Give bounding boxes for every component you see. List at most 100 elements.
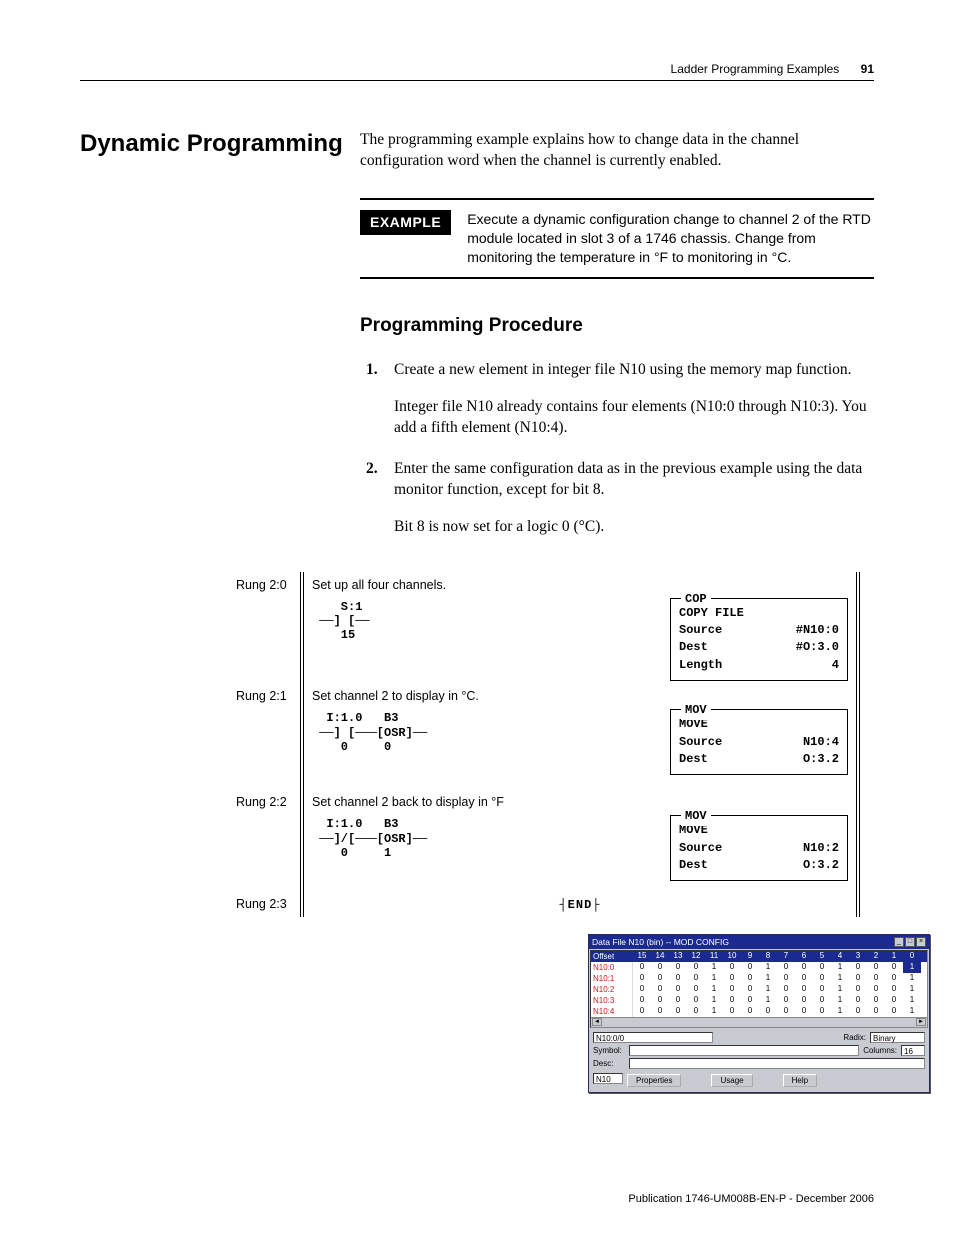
bit-cell[interactable]: 0: [813, 973, 831, 984]
bit-cell[interactable]: 0: [777, 973, 795, 984]
bit-cell[interactable]: 0: [777, 984, 795, 995]
bit-cell[interactable]: 1: [759, 962, 777, 973]
bit-cell[interactable]: 0: [885, 973, 903, 984]
bit-cell[interactable]: 0: [885, 1006, 903, 1017]
bit-cell[interactable]: 0: [813, 962, 831, 973]
bit-cell[interactable]: 0: [651, 995, 669, 1006]
bit-cell[interactable]: 1: [903, 973, 921, 984]
scroll-right-icon[interactable]: ►: [916, 1018, 926, 1026]
bit-cell[interactable]: 0: [867, 973, 885, 984]
usage-button[interactable]: Usage: [711, 1074, 752, 1087]
bit-cell[interactable]: 0: [777, 962, 795, 973]
bit-cell[interactable]: 0: [633, 1006, 651, 1017]
bit-cell[interactable]: 0: [741, 962, 759, 973]
bit-cell[interactable]: 0: [723, 984, 741, 995]
maximize-icon[interactable]: □: [905, 937, 915, 947]
bit-cell[interactable]: 0: [651, 984, 669, 995]
bit-cell[interactable]: 1: [705, 1006, 723, 1017]
bit-cell[interactable]: 0: [849, 1006, 867, 1017]
bit-cell[interactable]: 1: [903, 962, 921, 973]
bit-cell[interactable]: 0: [885, 962, 903, 973]
radix-select[interactable]: Binary: [870, 1032, 925, 1043]
bit-cell[interactable]: 1: [903, 995, 921, 1006]
data-row[interactable]: N10:00000100100010001: [591, 962, 927, 973]
bit-cell[interactable]: 0: [813, 1006, 831, 1017]
scroll-left-icon[interactable]: ◄: [592, 1018, 602, 1026]
bit-cell[interactable]: 1: [759, 995, 777, 1006]
bit-cell[interactable]: 0: [741, 995, 759, 1006]
bit-cell[interactable]: 0: [813, 984, 831, 995]
bit-cell[interactable]: 0: [723, 973, 741, 984]
bit-cell[interactable]: 0: [633, 984, 651, 995]
bit-cell[interactable]: 0: [795, 962, 813, 973]
bit-cell[interactable]: 0: [687, 995, 705, 1006]
data-file-titlebar[interactable]: Data File N10 (bin) -- MOD CONFIG _ □ ×: [589, 935, 929, 949]
properties-button[interactable]: Properties: [627, 1074, 681, 1087]
symbol-field[interactable]: [629, 1045, 859, 1056]
bit-cell[interactable]: 0: [777, 1006, 795, 1017]
bit-cell[interactable]: 1: [759, 973, 777, 984]
bit-cell[interactable]: 1: [705, 973, 723, 984]
bit-cell[interactable]: 0: [723, 1006, 741, 1017]
bit-cell[interactable]: 0: [885, 995, 903, 1006]
bit-cell[interactable]: 0: [795, 973, 813, 984]
bit-cell[interactable]: 0: [795, 995, 813, 1006]
bit-cell[interactable]: 0: [867, 1006, 885, 1017]
bit-cell[interactable]: 0: [651, 1006, 669, 1017]
bit-cell[interactable]: 0: [669, 984, 687, 995]
bit-cell[interactable]: 0: [687, 973, 705, 984]
bit-cell[interactable]: 0: [741, 973, 759, 984]
bit-cell[interactable]: 1: [903, 1006, 921, 1017]
data-file-window[interactable]: Data File N10 (bin) -- MOD CONFIG _ □ × …: [588, 934, 930, 1093]
bit-cell[interactable]: 0: [759, 1006, 777, 1017]
desc-field[interactable]: [629, 1058, 925, 1069]
bit-cell[interactable]: 0: [867, 962, 885, 973]
bit-cell[interactable]: 0: [723, 962, 741, 973]
bit-cell[interactable]: 0: [687, 984, 705, 995]
bit-cell[interactable]: 1: [903, 984, 921, 995]
bit-cell[interactable]: 0: [849, 973, 867, 984]
bit-cell[interactable]: 0: [723, 995, 741, 1006]
bit-cell[interactable]: 1: [759, 984, 777, 995]
bit-cell[interactable]: 0: [795, 1006, 813, 1017]
bit-cell[interactable]: 0: [813, 995, 831, 1006]
bit-cell[interactable]: 1: [831, 962, 849, 973]
bit-cell[interactable]: 1: [831, 973, 849, 984]
bit-cell[interactable]: 0: [885, 984, 903, 995]
bit-cell[interactable]: 0: [741, 984, 759, 995]
data-row[interactable]: N10:30000100100010001: [591, 995, 927, 1006]
bit-cell[interactable]: 1: [831, 995, 849, 1006]
bit-cell[interactable]: 1: [705, 984, 723, 995]
data-row[interactable]: N10:40000100000010001: [591, 1006, 927, 1017]
bit-cell[interactable]: 0: [777, 995, 795, 1006]
minimize-icon[interactable]: _: [894, 937, 904, 947]
file-select[interactable]: N10: [593, 1073, 623, 1084]
bit-cell[interactable]: 0: [669, 962, 687, 973]
bit-cell[interactable]: 0: [849, 962, 867, 973]
help-button[interactable]: Help: [783, 1074, 817, 1087]
bit-cell[interactable]: 0: [633, 973, 651, 984]
address-field[interactable]: N10:0/0: [593, 1032, 713, 1043]
bit-cell[interactable]: 0: [633, 995, 651, 1006]
bit-cell[interactable]: 0: [669, 995, 687, 1006]
bit-cell[interactable]: 0: [669, 973, 687, 984]
bit-cell[interactable]: 1: [831, 984, 849, 995]
bit-cell[interactable]: 0: [867, 995, 885, 1006]
bit-cell[interactable]: 1: [831, 1006, 849, 1017]
data-row[interactable]: N10:10000100100010001: [591, 973, 927, 984]
bit-cell[interactable]: 0: [669, 1006, 687, 1017]
bit-cell[interactable]: 0: [849, 984, 867, 995]
bit-cell[interactable]: 0: [651, 973, 669, 984]
bit-cell[interactable]: 0: [687, 1006, 705, 1017]
bit-cell[interactable]: 0: [849, 995, 867, 1006]
bit-cell[interactable]: 1: [705, 962, 723, 973]
data-row[interactable]: N10:20000100100010001: [591, 984, 927, 995]
close-icon[interactable]: ×: [916, 937, 926, 947]
bit-cell[interactable]: 0: [867, 984, 885, 995]
columns-select[interactable]: 16: [901, 1045, 925, 1056]
horizontal-scrollbar[interactable]: ◄ ►: [591, 1017, 927, 1027]
bit-cell[interactable]: 0: [633, 962, 651, 973]
bit-cell[interactable]: 0: [687, 962, 705, 973]
bit-cell[interactable]: 1: [705, 995, 723, 1006]
bit-cell[interactable]: 0: [741, 1006, 759, 1017]
